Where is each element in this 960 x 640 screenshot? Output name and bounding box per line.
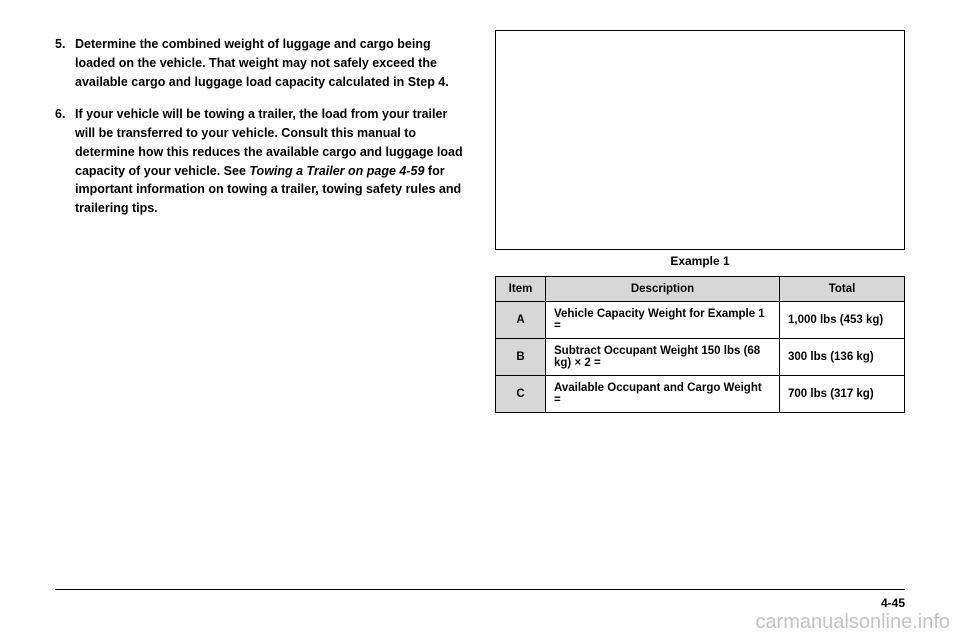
header-item: Item bbox=[496, 277, 546, 302]
page-number: 4-45 bbox=[881, 596, 905, 610]
table-row: A Vehicle Capacity Weight for Example 1 … bbox=[496, 302, 905, 339]
capacity-table: Item Description Total A Vehicle Capacit… bbox=[495, 276, 905, 413]
cell-total: 300 lbs (136 kg) bbox=[780, 339, 905, 376]
header-total: Total bbox=[780, 277, 905, 302]
figure-placeholder bbox=[495, 30, 905, 250]
text-italic: Towing a Trailer on page 4-59 bbox=[249, 164, 424, 178]
list-item: 6. If your vehicle will be towing a trai… bbox=[55, 105, 465, 218]
list-number: 6. bbox=[55, 105, 75, 218]
page-content: 5. Determine the combined weight of lugg… bbox=[0, 0, 960, 413]
list-text: Determine the combined weight of luggage… bbox=[75, 35, 465, 91]
cell-item: B bbox=[496, 339, 546, 376]
footer-rule bbox=[55, 589, 905, 590]
cell-desc: Vehicle Capacity Weight for Example 1 = bbox=[546, 302, 780, 339]
header-description: Description bbox=[546, 277, 780, 302]
cell-desc: Available Occupant and Cargo Weight = bbox=[546, 376, 780, 413]
left-column: 5. Determine the combined weight of lugg… bbox=[55, 30, 465, 413]
cell-item: A bbox=[496, 302, 546, 339]
list-number: 5. bbox=[55, 35, 75, 91]
watermark: carmanualsonline.info bbox=[755, 611, 950, 634]
list-text: If your vehicle will be towing a trailer… bbox=[75, 105, 465, 218]
table-row: B Subtract Occupant Weight 150 lbs (68 k… bbox=[496, 339, 905, 376]
right-column: Example 1 Item Description Total A Vehic… bbox=[495, 30, 905, 413]
table-header-row: Item Description Total bbox=[496, 277, 905, 302]
table-row: C Available Occupant and Cargo Weight = … bbox=[496, 376, 905, 413]
cell-total: 1,000 lbs (453 kg) bbox=[780, 302, 905, 339]
list-item: 5. Determine the combined weight of lugg… bbox=[55, 35, 465, 91]
cell-total: 700 lbs (317 kg) bbox=[780, 376, 905, 413]
cell-desc: Subtract Occupant Weight 150 lbs (68 kg)… bbox=[546, 339, 780, 376]
figure-caption: Example 1 bbox=[495, 254, 905, 268]
cell-item: C bbox=[496, 376, 546, 413]
